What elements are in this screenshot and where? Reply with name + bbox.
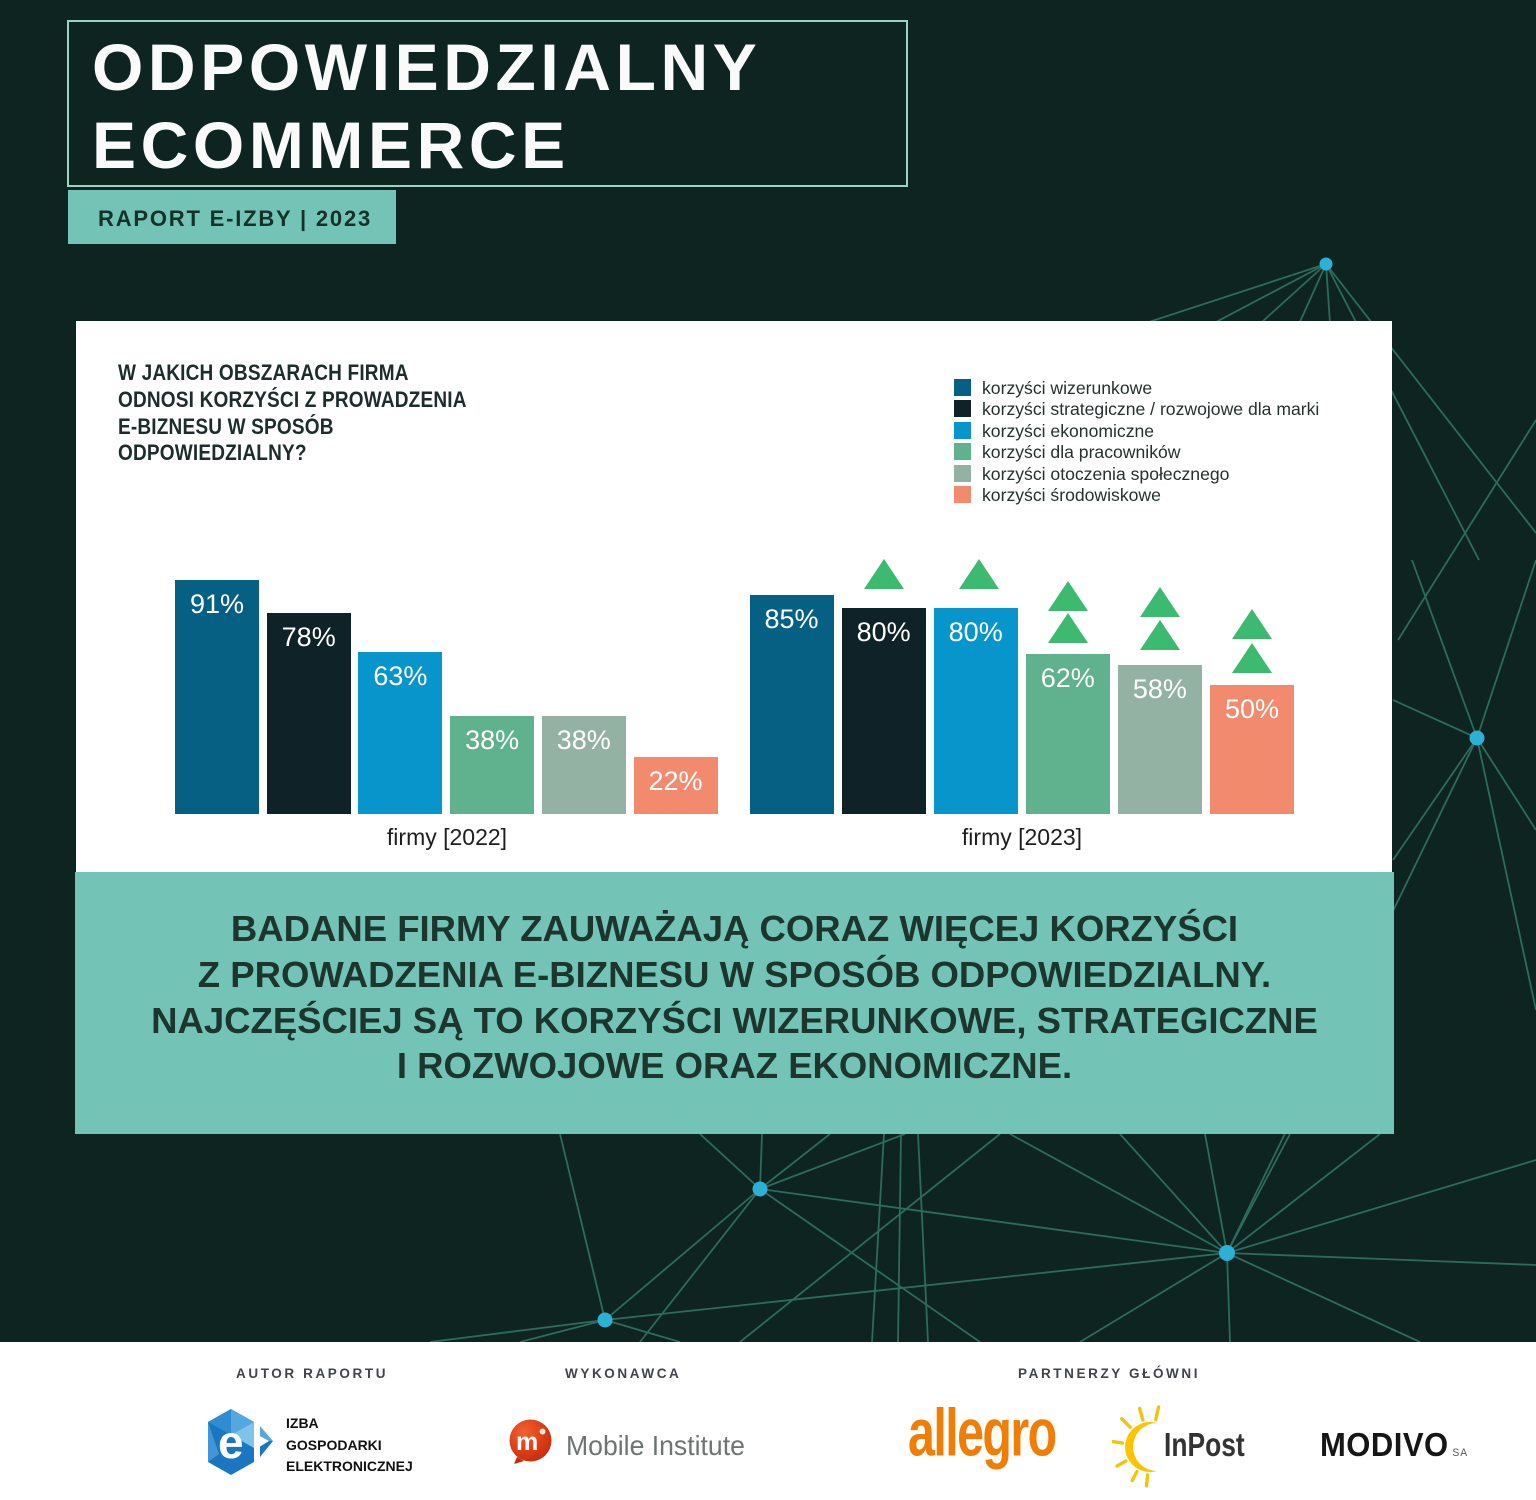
- svg-text:m: m: [516, 1428, 538, 1456]
- svg-text:e: e: [218, 1416, 244, 1468]
